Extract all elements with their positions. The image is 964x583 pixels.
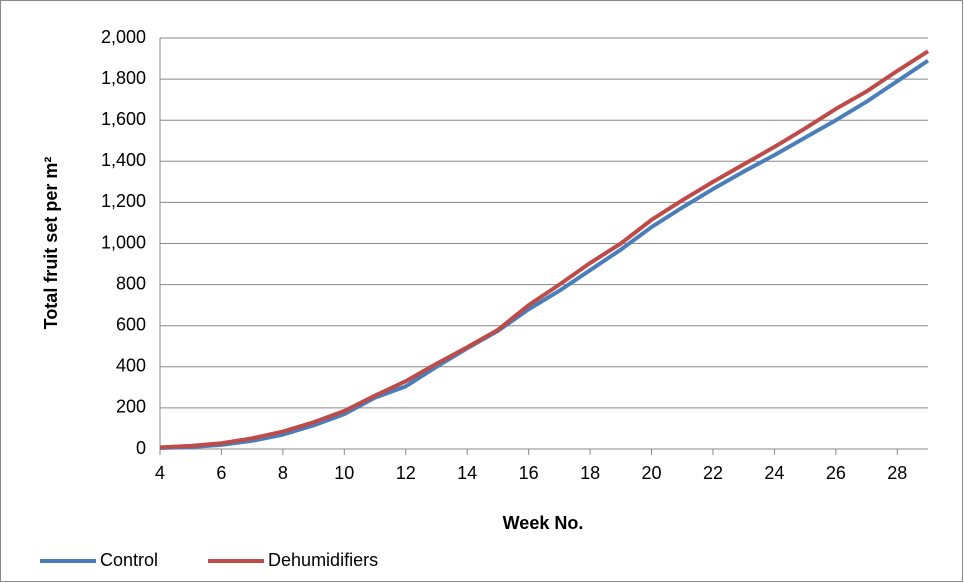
x-tick-label: 24	[764, 463, 784, 483]
y-tick-label: 0	[136, 438, 146, 458]
y-tick-label: 1,600	[101, 109, 146, 129]
y-axis-title: Total fruit set per m²	[41, 157, 61, 330]
x-tick-label: 18	[580, 463, 600, 483]
x-tick-label: 4	[155, 463, 165, 483]
y-tick-label: 1,400	[101, 150, 146, 170]
series-line	[159, 58, 930, 450]
y-tick-label: 800	[116, 273, 146, 293]
y-tick-label: 1,200	[101, 191, 146, 211]
x-tick-label: 28	[887, 463, 907, 483]
y-tick-label: 600	[116, 314, 146, 334]
y-tick-label: 400	[116, 356, 146, 376]
y-tick-label: 1,800	[101, 68, 146, 88]
x-axis-title: Week No.	[503, 513, 584, 533]
x-tick-label: 26	[826, 463, 846, 483]
series-line	[159, 49, 930, 450]
x-tick-label: 16	[519, 463, 539, 483]
x-tick-label: 8	[278, 463, 288, 483]
x-tick-label: 6	[216, 463, 226, 483]
x-tick-label: 12	[396, 463, 416, 483]
y-tick-label: 200	[116, 397, 146, 417]
x-tick-label: 22	[703, 463, 723, 483]
y-tick-label: 2,000	[101, 27, 146, 47]
legend-label: Control	[100, 550, 158, 570]
x-tick-label: 20	[642, 463, 662, 483]
y-tick-label: 1,000	[101, 232, 146, 252]
x-tick-label: 10	[334, 463, 354, 483]
legend-label: Dehumidifiers	[268, 550, 378, 570]
x-tick-label: 14	[457, 463, 477, 483]
